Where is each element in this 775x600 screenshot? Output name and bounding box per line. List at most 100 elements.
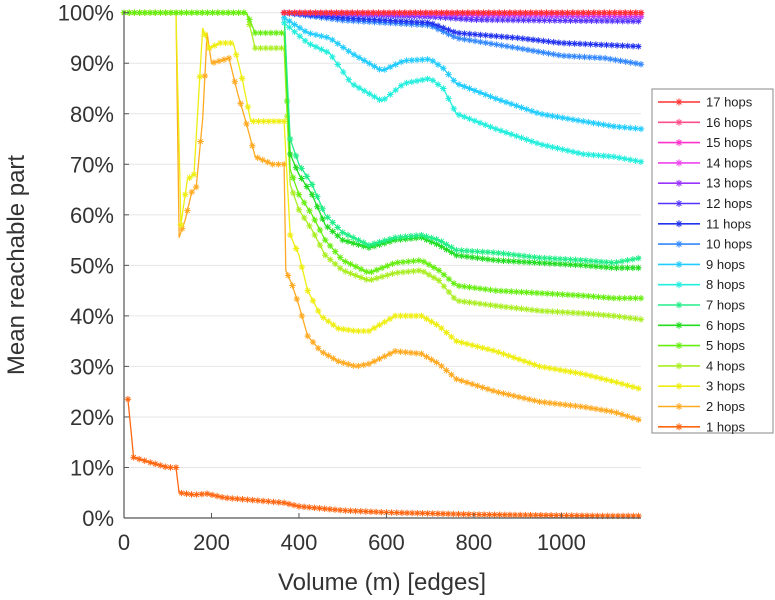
data-point-marker [370, 324, 378, 332]
data-point-marker [569, 291, 577, 299]
data-point-marker [184, 207, 191, 214]
data-point-marker [492, 287, 499, 294]
data-point-marker [573, 512, 581, 519]
data-point-marker [246, 16, 253, 23]
data-point-marker [576, 40, 584, 48]
data-point-marker [471, 37, 479, 45]
data-point-marker [580, 310, 587, 317]
data-point-marker [500, 257, 507, 264]
data-point-marker [541, 254, 548, 262]
data-point-marker [562, 367, 569, 375]
data-point-marker [528, 289, 536, 296]
data-point-marker [257, 29, 264, 37]
data-point-marker [496, 511, 503, 518]
data-point-marker [675, 301, 683, 309]
data-point-marker [548, 9, 555, 16]
data-point-marker [405, 268, 412, 275]
data-point-marker [506, 9, 513, 16]
data-point-marker [440, 85, 447, 92]
data-point-marker [321, 505, 328, 512]
x-tick-label: 0 [118, 530, 130, 555]
data-point-marker [389, 270, 396, 277]
data-point-marker [528, 306, 536, 314]
data-point-marker [616, 123, 623, 131]
data-point-marker [546, 260, 554, 267]
data-point-marker [523, 306, 530, 313]
data-point-marker [186, 174, 193, 181]
data-point-marker [188, 491, 195, 498]
data-point-marker [315, 307, 322, 315]
data-point-marker [621, 124, 628, 131]
data-point-marker [344, 14, 352, 22]
data-point-marker [475, 9, 482, 16]
data-point-marker [589, 512, 596, 520]
data-point-marker [531, 397, 538, 404]
data-point-marker [437, 12, 444, 19]
data-point-marker [621, 314, 628, 321]
data-point-marker [355, 84, 363, 92]
data-point-marker [637, 9, 645, 16]
data-point-marker [443, 241, 450, 248]
data-point-marker [193, 491, 200, 498]
data-point-marker [585, 9, 592, 16]
data-point-marker [438, 238, 445, 245]
data-point-marker [172, 9, 180, 16]
data-point-marker [357, 508, 364, 515]
y-axis-title: Mean reachable part [3, 155, 30, 375]
data-point-marker [567, 261, 574, 268]
data-point-marker [509, 16, 517, 24]
data-point-marker [560, 52, 568, 59]
data-point-marker [526, 396, 533, 403]
data-point-marker [484, 249, 492, 256]
data-point-marker [482, 286, 489, 293]
data-point-marker [397, 58, 405, 66]
data-point-marker [394, 269, 402, 276]
data-point-marker [335, 358, 342, 365]
data-point-marker [445, 71, 452, 78]
data-point-marker [398, 509, 406, 516]
data-point-marker [433, 9, 440, 16]
data-point-marker [370, 240, 378, 247]
data-point-marker [597, 41, 605, 48]
data-point-marker [582, 404, 590, 411]
data-point-marker [162, 463, 169, 470]
data-point-marker [352, 263, 360, 270]
data-point-marker [381, 66, 388, 73]
data-point-marker [559, 9, 566, 16]
data-point-marker [495, 249, 502, 257]
data-point-marker [502, 303, 510, 311]
data-point-marker [675, 118, 683, 126]
data-point-marker [433, 321, 440, 328]
data-point-marker [607, 55, 614, 63]
data-point-marker [440, 283, 448, 290]
data-point-marker [307, 30, 314, 37]
data-point-marker [614, 512, 622, 520]
data-point-marker [492, 125, 499, 133]
data-point-marker [637, 294, 645, 302]
data-point-marker [574, 117, 582, 124]
data-point-marker [603, 264, 610, 271]
data-point-marker [443, 246, 450, 253]
data-point-marker [423, 315, 430, 322]
data-point-marker [453, 246, 460, 254]
data-point-marker [489, 387, 497, 395]
data-point-marker [505, 352, 512, 359]
data-point-marker [292, 164, 300, 171]
data-point-marker [605, 153, 612, 160]
data-point-marker [595, 311, 602, 318]
data-point-marker [391, 9, 398, 16]
data-point-marker [500, 350, 507, 358]
data-point-marker [130, 454, 137, 461]
data-point-marker [536, 398, 543, 405]
data-point-marker [370, 358, 378, 365]
data-point-marker [572, 17, 579, 24]
data-point-marker [474, 382, 481, 389]
data-point-marker [529, 36, 537, 43]
data-point-marker [347, 270, 354, 277]
data-point-marker [609, 512, 617, 520]
x-tick-label: 200 [193, 530, 230, 555]
data-point-marker [567, 17, 574, 24]
data-point-marker [502, 288, 510, 295]
data-point-marker [536, 363, 543, 370]
